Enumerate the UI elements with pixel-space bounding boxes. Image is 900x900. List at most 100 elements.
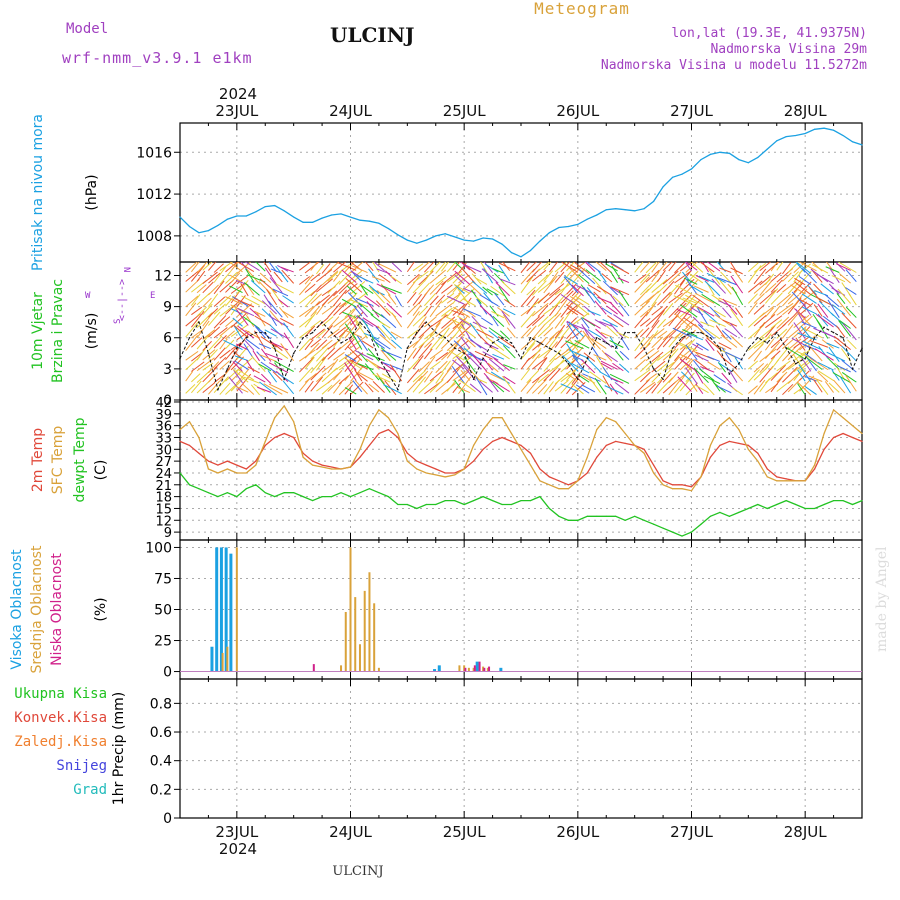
wind-arrow — [235, 298, 255, 308]
wind-arrow — [502, 262, 511, 271]
wind-arrow — [845, 287, 857, 295]
wind-arrow — [668, 356, 680, 370]
wind-arrow — [759, 314, 776, 329]
y-tick-label: 6 — [163, 331, 172, 347]
data-point — [273, 347, 276, 349]
wind-arrow — [770, 262, 779, 272]
data-point — [510, 440, 513, 443]
data-point — [529, 452, 532, 454]
wind-arrow — [764, 338, 775, 351]
wind-arrow — [776, 316, 790, 329]
wind-arrow — [249, 307, 260, 318]
wind-arrow — [549, 330, 560, 341]
wind-arrow — [787, 294, 800, 305]
data-point — [757, 336, 759, 339]
wind-arrow — [793, 282, 804, 293]
wind-arrow — [674, 346, 687, 362]
wind-arrow — [375, 326, 385, 338]
wind-arrow — [232, 361, 243, 372]
wind-arrow — [798, 262, 817, 272]
data-point — [643, 519, 645, 521]
wind-arrow — [245, 268, 255, 283]
y-tick-label: 0.8 — [150, 696, 172, 712]
data-point — [501, 417, 503, 419]
wind-arrow — [459, 318, 471, 326]
wind-arrow — [813, 283, 823, 294]
wind-arrow — [747, 293, 758, 304]
wind-arrow — [344, 270, 362, 285]
data-point — [747, 162, 749, 164]
y-tick-label: 0.6 — [150, 725, 172, 741]
wind-arrow — [474, 277, 488, 285]
wind-arrow — [462, 364, 476, 381]
data-point — [312, 499, 314, 502]
lonlat-label: lon,lat (19.3E, 41.9375N) — [671, 26, 867, 41]
wind-arrow — [689, 380, 698, 392]
wind-arrow — [827, 357, 840, 370]
wind-arrow — [560, 302, 573, 318]
wind-arrow — [610, 286, 630, 296]
wind-arrow — [537, 315, 549, 327]
wind-arrow — [814, 348, 834, 361]
wind-arrow — [268, 362, 289, 374]
wind-arrow — [786, 347, 806, 360]
wind-arrow — [782, 272, 792, 282]
wind-arrow — [418, 378, 435, 394]
wind-arrow — [782, 383, 794, 396]
data-point — [274, 436, 276, 439]
wind-arrow — [651, 379, 663, 394]
wind-arrow — [185, 270, 199, 282]
data-point — [321, 466, 323, 468]
wind-arrow — [571, 372, 581, 385]
data-point — [634, 444, 636, 446]
wind-arrow — [561, 262, 579, 273]
wind-arrow — [804, 353, 817, 363]
wind-arrow — [237, 307, 255, 317]
data-point — [397, 503, 399, 506]
wind-arrow — [304, 300, 321, 317]
wind-arrow — [759, 281, 772, 296]
wind-arrow — [338, 316, 352, 328]
wind-arrow — [321, 304, 336, 315]
wind-arrow — [333, 302, 347, 316]
wind-arrow — [347, 314, 357, 328]
data-point — [577, 378, 579, 381]
wind-arrow — [820, 283, 834, 295]
wind-arrow — [562, 355, 579, 372]
cloud-bar-high — [215, 547, 219, 672]
wind-arrow — [280, 343, 295, 362]
wind-arrow — [180, 357, 181, 359]
wind-arrow — [797, 311, 812, 326]
wind-arrow — [310, 376, 323, 392]
wind-arrow — [491, 311, 505, 319]
wind-arrow — [599, 262, 613, 274]
cloud-bar-mid — [226, 646, 229, 672]
wind-arrow — [801, 268, 817, 284]
wind-arrow — [640, 381, 656, 393]
wind-arrow — [674, 313, 692, 329]
wind-arrow — [554, 298, 568, 317]
wind-arrow — [208, 284, 219, 296]
data-point — [795, 134, 797, 137]
wind-arrow — [817, 303, 829, 318]
wind-arrow — [412, 280, 426, 294]
compass-arrows: <--|--> — [117, 279, 128, 321]
wind-arrow — [196, 292, 211, 306]
wind-arrow — [502, 375, 516, 394]
wind-arrow — [566, 292, 580, 306]
wind-arrow — [327, 328, 340, 339]
wind-arrow — [662, 292, 673, 304]
wind-arrow — [719, 267, 732, 273]
wind-arrow — [327, 346, 342, 360]
data-point — [255, 460, 257, 462]
wind-arrow — [573, 262, 590, 275]
wind-arrow — [278, 307, 289, 318]
wind-arrow — [748, 262, 759, 273]
wind-arrow — [225, 262, 238, 273]
wind-arrow — [639, 283, 652, 296]
wind-arrow — [607, 315, 624, 328]
data-point — [330, 468, 333, 470]
wind-arrow — [488, 327, 505, 339]
legend-entry: Grad — [73, 782, 107, 798]
wind-arrow — [764, 273, 775, 285]
